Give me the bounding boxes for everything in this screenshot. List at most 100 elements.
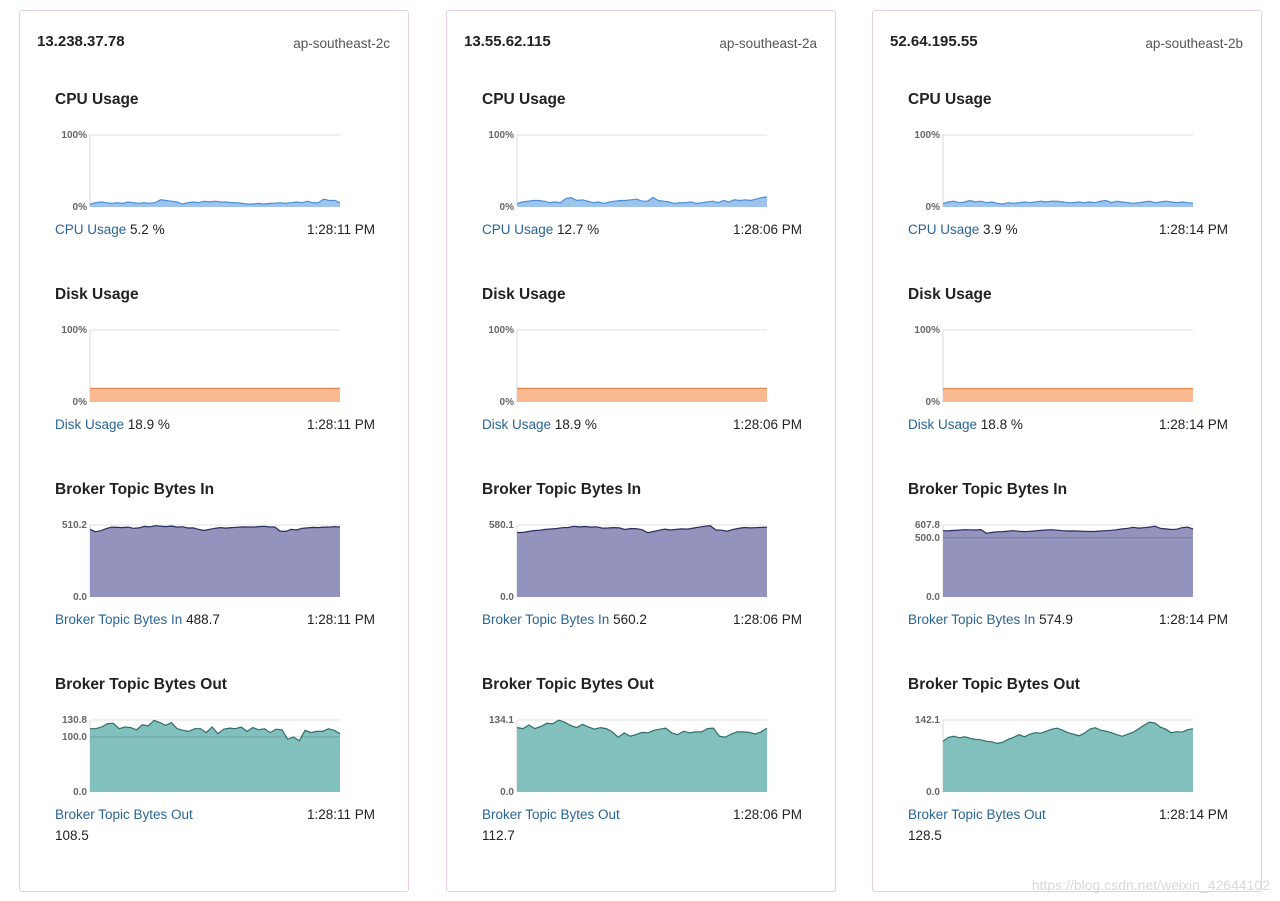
series-area bbox=[90, 720, 340, 792]
metric-legend-link[interactable]: CPU Usage bbox=[55, 222, 127, 237]
metric-current-value: 3.9 % bbox=[983, 222, 1018, 237]
metric-footer: CPU Usage 3.9 % 1:28:14 PM bbox=[908, 219, 1228, 240]
area-chart: 607.8 0.0 500.0 bbox=[915, 520, 1194, 601]
series-line bbox=[942, 721, 1194, 745]
series-area bbox=[943, 722, 1193, 792]
metric-bytes-out: Broker Topic Bytes Out 130.8 0.0 100.0 Broke… bbox=[20, 676, 410, 861]
series-area bbox=[90, 388, 340, 402]
metric-chart: 100% 0% bbox=[873, 316, 1263, 406]
series-line bbox=[516, 196, 768, 205]
y-tick-bottom: 0% bbox=[73, 397, 88, 406]
y-tick-bottom: 0.0 bbox=[500, 592, 514, 601]
series-area bbox=[943, 388, 1193, 402]
area-chart: 100% 0% bbox=[488, 130, 768, 211]
series-area bbox=[517, 388, 767, 402]
y-tick-top: 134.1 bbox=[489, 715, 514, 726]
area-chart: 100% 0% bbox=[914, 130, 1194, 211]
y-tick-top: 130.8 bbox=[62, 715, 87, 726]
metric-legend-link[interactable]: Disk Usage bbox=[55, 417, 125, 432]
y-tick-bottom: 0.0 bbox=[500, 787, 514, 796]
broker-zone: ap-southeast-2b bbox=[1145, 36, 1243, 51]
y-tick-bottom: 0% bbox=[500, 397, 515, 406]
metric-footer: CPU Usage 5.2 % 1:28:11 PM bbox=[55, 219, 375, 240]
metric-chart: 100% 0% bbox=[447, 316, 837, 406]
metric-chart: 580.1 0.0 bbox=[447, 511, 837, 601]
series-line bbox=[516, 719, 768, 738]
metric-legend-link[interactable]: Disk Usage bbox=[908, 417, 978, 432]
metric-current-value: 560.2 bbox=[613, 612, 647, 627]
metric-cpu: CPU Usage 100% 0% CPU Usage 5.2 % 1:28:11 PM bbox=[20, 91, 410, 276]
metric-current-value: 12.7 % bbox=[557, 222, 600, 237]
metric-chart: 100% 0% bbox=[447, 121, 837, 211]
metric-footer: Disk Usage 18.8 % 1:28:14 PM bbox=[908, 414, 1228, 435]
metric-legend-link[interactable]: Disk Usage bbox=[482, 417, 552, 432]
metric-timestamp: 1:28:06 PM bbox=[732, 612, 802, 627]
metric-disk: Disk Usage 100% 0% Disk Usage 18.9 % 1:28:11… bbox=[20, 286, 410, 471]
metric-footer: Broker Topic Bytes In 488.7 1:28:11 PM bbox=[55, 609, 375, 630]
metric-current-value: 488.7 bbox=[186, 612, 220, 627]
broker-zone: ap-southeast-2c bbox=[293, 36, 390, 51]
metric-legend-link[interactable]: Broker Topic Bytes In bbox=[55, 612, 183, 627]
y-tick-top: 100% bbox=[61, 130, 87, 141]
metric-title: Broker Topic Bytes Out bbox=[482, 676, 654, 693]
series-line bbox=[90, 719, 341, 742]
metric-timestamp: 1:28:06 PM bbox=[732, 417, 802, 432]
metric-cpu: CPU Usage 100% 0% CPU Usage 3.9 % 1:28:14 PM bbox=[873, 91, 1263, 276]
metric-cpu: CPU Usage 100% 0% CPU Usage 12.7 % 1:28:06 P… bbox=[447, 91, 837, 276]
metric-current-value: 108.5 bbox=[55, 828, 89, 843]
metric-disk: Disk Usage 100% 0% Disk Usage 18.9 % 1:28:06… bbox=[447, 286, 837, 471]
y-tick-top: 100% bbox=[61, 325, 87, 336]
y-tick-bottom: 0% bbox=[926, 397, 941, 406]
metric-chart: 142.1 0.0 bbox=[873, 706, 1263, 796]
metric-chart: 510.2 0.0 bbox=[20, 511, 410, 601]
metric-legend-link[interactable]: Broker Topic Bytes In bbox=[908, 612, 1036, 627]
metric-title: CPU Usage bbox=[55, 91, 139, 108]
metric-current-value: 574.9 bbox=[1039, 612, 1073, 627]
metric-legend-link[interactable]: Broker Topic Bytes Out bbox=[55, 807, 193, 822]
metric-title: Broker Topic Bytes In bbox=[908, 481, 1068, 498]
y-tick-bottom: 0.0 bbox=[926, 592, 940, 601]
series-area bbox=[517, 720, 767, 792]
area-chart: 130.8 0.0 100.0 bbox=[62, 715, 341, 796]
metric-title: Disk Usage bbox=[908, 286, 992, 303]
area-chart: 100% 0% bbox=[61, 130, 341, 211]
metric-chart: 134.1 0.0 bbox=[447, 706, 837, 796]
y-tick-top: 100% bbox=[914, 130, 940, 141]
watermark: https://blog.csdn.net/weixin_42644102 bbox=[1031, 877, 1270, 893]
metric-timestamp: 1:28:14 PM bbox=[1158, 417, 1228, 432]
series-line bbox=[89, 198, 341, 205]
area-chart: 100% 0% bbox=[61, 325, 340, 406]
metric-disk: Disk Usage 100% 0% Disk Usage 18.8 % 1:28:14… bbox=[873, 286, 1263, 471]
metric-chart: 607.8 0.0 500.0 bbox=[873, 511, 1263, 601]
metric-title: Broker Topic Bytes Out bbox=[908, 676, 1080, 693]
y-tick-top: 100% bbox=[488, 325, 514, 336]
metric-legend-link[interactable]: Broker Topic Bytes Out bbox=[908, 807, 1046, 822]
metric-chart: 130.8 0.0 100.0 bbox=[20, 706, 410, 796]
metric-title: CPU Usage bbox=[908, 91, 992, 108]
broker-zone: ap-southeast-2a bbox=[719, 36, 817, 51]
series-line bbox=[942, 525, 1194, 534]
metric-timestamp: 1:28:11 PM bbox=[306, 612, 375, 627]
metric-legend-link[interactable]: CPU Usage bbox=[482, 222, 554, 237]
metric-chart: 100% 0% bbox=[20, 316, 410, 406]
metric-chart: 100% 0% bbox=[20, 121, 410, 211]
metric-title: Broker Topic Bytes In bbox=[482, 481, 642, 498]
y-tick-top: 607.8 bbox=[915, 520, 940, 531]
metric-bytes-out: Broker Topic Bytes Out 134.1 0.0 Broker Top… bbox=[447, 676, 837, 861]
metric-title: Disk Usage bbox=[55, 286, 139, 303]
y-tick-bottom: 0% bbox=[500, 202, 515, 211]
metric-legend-link[interactable]: Broker Topic Bytes Out bbox=[482, 807, 620, 822]
metric-timestamp: 1:28:06 PM bbox=[732, 222, 802, 237]
metric-footer: CPU Usage 12.7 % 1:28:06 PM bbox=[482, 219, 802, 240]
series-line bbox=[942, 199, 1194, 205]
broker-ip: 13.238.37.78 bbox=[37, 33, 125, 50]
metric-legend-link[interactable]: CPU Usage bbox=[908, 222, 980, 237]
area-chart: 134.1 0.0 bbox=[489, 715, 768, 796]
metric-title: Disk Usage bbox=[482, 286, 566, 303]
series-line bbox=[517, 524, 768, 534]
metric-title: CPU Usage bbox=[482, 91, 566, 108]
area-chart: 100% 0% bbox=[914, 325, 1193, 406]
metric-title: Broker Topic Bytes In bbox=[55, 481, 215, 498]
metric-legend-link[interactable]: Broker Topic Bytes In bbox=[482, 612, 610, 627]
metric-timestamp: 1:28:11 PM bbox=[306, 417, 375, 432]
